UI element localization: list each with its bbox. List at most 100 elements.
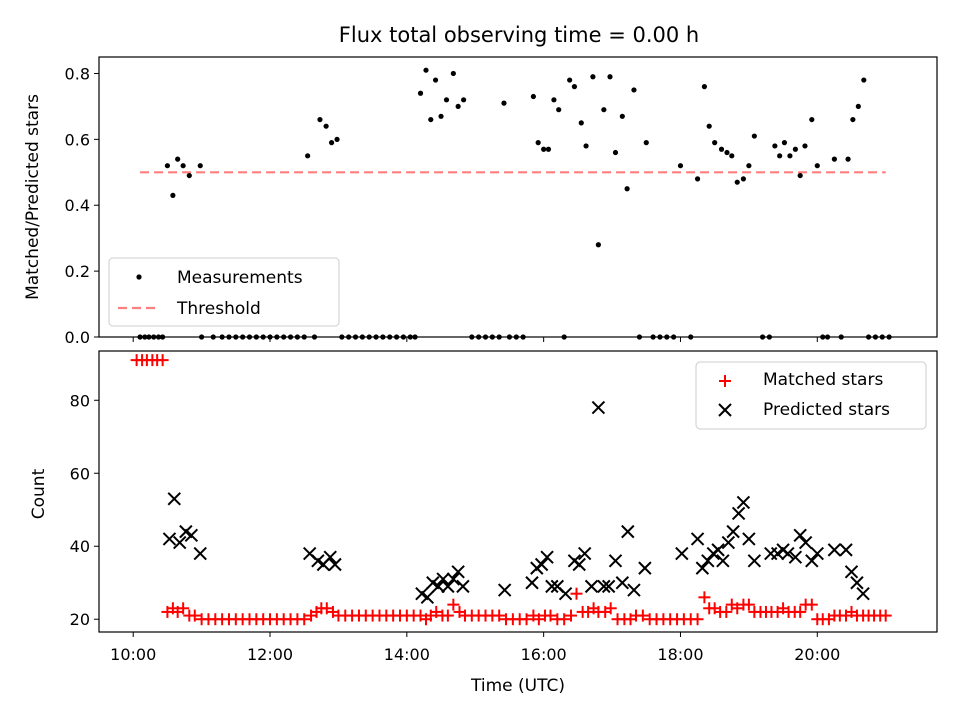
predicted-star-point — [534, 557, 549, 572]
measurement-point — [751, 133, 757, 139]
predicted-star-point — [844, 565, 859, 579]
legend-measurements-label: Measurements — [177, 268, 303, 288]
top-y-tick-label: 0.2 — [65, 262, 90, 281]
predicted-star-point — [446, 572, 461, 586]
predicted-star-point — [711, 543, 725, 557]
matched-star-point — [731, 602, 744, 615]
predicted-star-point — [627, 583, 641, 597]
measurement-point — [802, 143, 808, 149]
predicted-star-point — [584, 579, 599, 594]
measurement-point — [729, 153, 735, 159]
measurement-point — [428, 116, 434, 123]
legend-matched-marker — [719, 375, 731, 387]
matched-star-point — [742, 598, 755, 611]
bottom-legend: Matched stars Predicted stars — [695, 361, 927, 430]
matched-star-point — [493, 609, 506, 622]
matched-star-point — [636, 609, 649, 622]
matched-star-point — [570, 587, 583, 600]
predicted-star-point — [615, 576, 630, 590]
measurement-point — [323, 123, 329, 129]
predicted-star-point — [798, 535, 813, 550]
bottom-y-tick-label: 80 — [70, 391, 90, 410]
measurement-point — [317, 116, 323, 123]
measurement-point — [712, 140, 718, 146]
matched-star-point — [558, 613, 571, 626]
top-y-tick-label: 0.6 — [65, 130, 90, 149]
matched-star-point — [520, 613, 533, 626]
matched-star-point — [441, 609, 454, 622]
bottom-plot-frame — [98, 350, 938, 633]
predicted-star-point — [793, 528, 807, 542]
predicted-star-point — [184, 528, 199, 542]
predicted-star-point — [577, 546, 592, 561]
measurement-point — [328, 140, 335, 146]
top-y-axis-label: Matched/Predicted stars — [23, 94, 43, 300]
predicted-star-point — [420, 590, 435, 605]
top-y-tick-label: 0.8 — [65, 64, 90, 83]
measurement-point — [601, 107, 607, 113]
measurement-point — [197, 163, 203, 169]
matched-star-point — [604, 602, 617, 615]
predicted-star-point — [558, 586, 573, 601]
predicted-star-point — [638, 561, 652, 575]
matched-star-point — [430, 605, 443, 618]
predicted-star-point — [781, 546, 795, 561]
matched-star-point — [320, 602, 333, 615]
measurement-point — [305, 153, 311, 159]
measurement-point — [450, 70, 456, 77]
x-tick-label: 10:00 — [110, 645, 156, 664]
measurement-point — [567, 77, 573, 83]
predicted-star-point — [323, 550, 337, 564]
predicted-star-point — [608, 554, 623, 568]
predicted-star-point — [540, 550, 554, 564]
measurement-point — [164, 163, 171, 169]
predicted-star-point — [167, 492, 181, 506]
bottom-y-tick-label: 60 — [70, 464, 90, 483]
measurement-point — [777, 153, 783, 159]
legend-predicted-label: Predicted stars — [763, 400, 890, 420]
predicted-star-point — [601, 579, 616, 594]
predicted-star-point — [788, 550, 803, 564]
matched-star-point — [447, 598, 460, 611]
predicted-star-point — [856, 586, 870, 601]
predicted-star-point — [810, 546, 824, 561]
predicted-star-point — [451, 565, 465, 579]
predicted-star-point — [805, 554, 819, 568]
matched-star-point — [691, 613, 704, 626]
predicted-star-point — [701, 554, 715, 568]
measurement-point — [595, 242, 601, 248]
measurement-point — [461, 97, 467, 103]
predicted-star-point — [162, 532, 177, 546]
measurement-point — [781, 140, 788, 146]
chart-title: Flux total observing time = 0.00 h — [339, 23, 699, 47]
measurement-point — [583, 143, 589, 149]
measurement-point — [334, 136, 340, 142]
predicted-star-point — [436, 572, 450, 586]
measurement-point — [809, 116, 815, 123]
predicted-star-point — [431, 579, 446, 594]
matched-star-point — [532, 613, 545, 626]
legend-threshold-label: Threshold — [176, 299, 261, 319]
matched-star-point — [879, 609, 892, 622]
matched-star-point — [565, 609, 578, 622]
measurement-point — [551, 97, 557, 103]
matched-star-point — [156, 354, 169, 367]
measurement-point — [631, 87, 637, 93]
measurement-point — [443, 97, 450, 103]
predicted-star-point — [545, 579, 559, 594]
measurement-point — [643, 140, 649, 146]
measurement-point — [501, 100, 507, 106]
matched-star-point — [720, 605, 733, 618]
predicted-star-point — [827, 543, 842, 557]
measurement-point — [677, 163, 684, 169]
measurement-point — [797, 172, 803, 179]
measurement-point — [787, 153, 793, 159]
legend-matched-label: Matched stars — [763, 370, 883, 390]
matched-star-point — [805, 598, 818, 611]
predicted-star-point — [747, 554, 762, 568]
top-plot-frame — [98, 56, 938, 338]
matched-star-point — [188, 609, 201, 622]
measurement-point — [170, 192, 176, 198]
